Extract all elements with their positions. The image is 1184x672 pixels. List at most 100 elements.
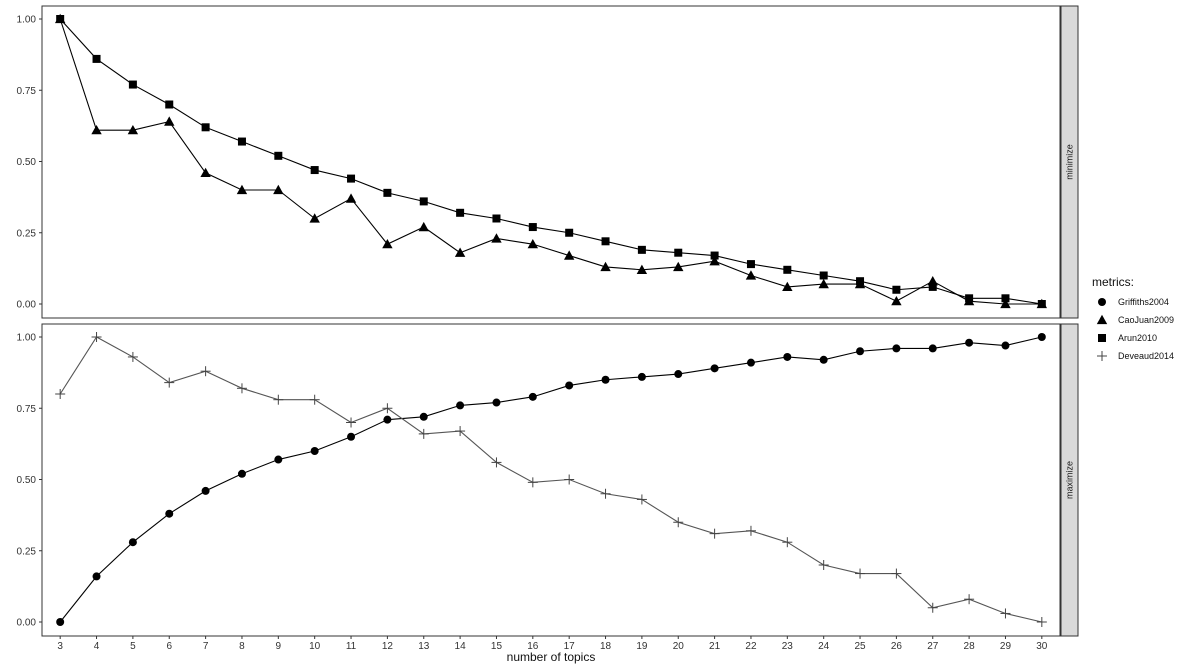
data-point-deveaud2014 bbox=[236, 383, 247, 394]
data-point-arun2010 bbox=[56, 15, 65, 23]
data-point-caojuan2009 bbox=[891, 295, 902, 306]
data-point-griffiths2004 bbox=[565, 381, 574, 390]
data-point-caojuan2009 bbox=[382, 238, 393, 249]
data-point-arun2010 bbox=[1001, 294, 1010, 303]
x-tick-label: 24 bbox=[818, 641, 830, 652]
data-point-caojuan2009 bbox=[527, 238, 539, 249]
data-point-caojuan2009 bbox=[127, 124, 139, 135]
data-point-arun2010 bbox=[710, 251, 719, 260]
data-point-caojuan2009 bbox=[818, 278, 829, 289]
data-point-griffiths2004 bbox=[237, 469, 246, 478]
data-point-caojuan2009 bbox=[745, 270, 757, 280]
data-point-griffiths2004 bbox=[419, 412, 428, 421]
x-tick-label: 7 bbox=[203, 641, 209, 652]
data-point-griffiths2004 bbox=[456, 401, 465, 410]
panel-background-minimize bbox=[42, 6, 1060, 318]
data-point-arun2010 bbox=[419, 197, 428, 206]
legend-title: metrics: bbox=[1092, 275, 1134, 289]
x-axis-title: number of topics bbox=[507, 650, 596, 664]
y-tick-label: 0.50 bbox=[17, 475, 37, 486]
data-point-deveaud2014 bbox=[1000, 608, 1011, 619]
x-tick-label: 23 bbox=[782, 641, 794, 652]
data-point-griffiths2004 bbox=[165, 509, 174, 518]
data-point-deveaud2014 bbox=[1097, 351, 1107, 361]
data-point-griffiths2004 bbox=[892, 344, 901, 353]
legend-label: Arun2010 bbox=[1118, 333, 1157, 343]
data-point-arun2010 bbox=[92, 54, 101, 63]
data-point-arun2010 bbox=[201, 123, 210, 132]
data-point-caojuan2009 bbox=[636, 264, 648, 274]
x-tick-label: 21 bbox=[709, 641, 721, 652]
facet-strip-label: minimize bbox=[1065, 144, 1075, 180]
data-point-arun2010 bbox=[783, 265, 792, 274]
data-point-deveaud2014 bbox=[855, 568, 866, 579]
data-point-caojuan2009 bbox=[273, 184, 284, 195]
data-point-arun2010 bbox=[565, 228, 574, 237]
data-point-arun2010 bbox=[383, 188, 392, 197]
data-point-deveaud2014 bbox=[964, 594, 975, 605]
data-point-deveaud2014 bbox=[636, 494, 647, 505]
legend-layer: metrics: Griffiths2004 CaoJuan2009 Arun2010… bbox=[1092, 275, 1174, 361]
data-point-griffiths2004 bbox=[819, 355, 828, 364]
data-point-griffiths2004 bbox=[746, 358, 755, 367]
data-point-arun2010 bbox=[310, 166, 319, 175]
data-point-arun2010 bbox=[965, 294, 974, 303]
data-point-deveaud2014 bbox=[600, 488, 611, 499]
data-point-griffiths2004 bbox=[1001, 341, 1010, 350]
data-point-arun2010 bbox=[492, 214, 501, 223]
x-tick-label: 16 bbox=[527, 641, 539, 652]
x-tick-label: 9 bbox=[276, 641, 282, 652]
data-point-caojuan2009 bbox=[491, 233, 502, 243]
data-point-arun2010 bbox=[1098, 334, 1106, 342]
data-point-caojuan2009 bbox=[454, 247, 466, 257]
x-tick-label: 17 bbox=[564, 641, 576, 652]
data-point-deveaud2014 bbox=[491, 457, 502, 468]
x-tick-label: 30 bbox=[1036, 641, 1048, 652]
facet-strip-maximize bbox=[1060, 323, 1079, 637]
data-point-caojuan2009 bbox=[1096, 314, 1108, 325]
y-tick-label: 0.00 bbox=[17, 618, 37, 629]
data-point-deveaud2014 bbox=[782, 537, 793, 548]
x-tick-label: 5 bbox=[130, 641, 136, 652]
legend-entry: Arun2010 bbox=[1098, 333, 1157, 343]
x-tick-label: 13 bbox=[418, 641, 430, 652]
data-point-griffiths2004 bbox=[492, 398, 501, 407]
data-point-deveaud2014 bbox=[745, 525, 756, 536]
x-tick-label: 25 bbox=[854, 641, 866, 652]
data-point-griffiths2004 bbox=[601, 375, 610, 384]
data-point-deveaud2014 bbox=[564, 474, 575, 485]
data-point-deveaud2014 bbox=[273, 394, 284, 405]
data-point-griffiths2004 bbox=[528, 392, 537, 401]
data-point-griffiths2004 bbox=[637, 372, 646, 381]
data-point-arun2010 bbox=[746, 260, 755, 269]
data-point-arun2010 bbox=[856, 277, 865, 286]
data-point-deveaud2014 bbox=[164, 377, 175, 388]
data-point-griffiths2004 bbox=[856, 347, 865, 356]
x-tick-label: 20 bbox=[673, 641, 685, 652]
data-point-caojuan2009 bbox=[200, 167, 211, 178]
data-point-griffiths2004 bbox=[201, 486, 210, 495]
x-tick-label: 28 bbox=[964, 641, 976, 652]
data-point-arun2010 bbox=[528, 223, 537, 232]
data-point-griffiths2004 bbox=[1098, 298, 1106, 306]
data-point-deveaud2014 bbox=[709, 528, 720, 539]
data-point-caojuan2009 bbox=[418, 221, 429, 232]
series-line-griffiths2004 bbox=[59, 336, 1042, 623]
data-point-deveaud2014 bbox=[891, 568, 902, 579]
data-point-griffiths2004 bbox=[965, 338, 974, 347]
y-tick-label: 1.00 bbox=[17, 15, 37, 26]
data-point-deveaud2014 bbox=[200, 366, 211, 377]
data-point-caojuan2009 bbox=[309, 213, 320, 223]
data-point-arun2010 bbox=[637, 245, 646, 254]
data-point-deveaud2014 bbox=[346, 417, 357, 428]
x-tick-label: 18 bbox=[600, 641, 612, 652]
data-point-arun2010 bbox=[1037, 300, 1046, 308]
data-point-caojuan2009 bbox=[673, 261, 684, 272]
y-tick-label: 1.00 bbox=[17, 333, 37, 344]
data-point-griffiths2004 bbox=[674, 370, 683, 379]
data-point-caojuan2009 bbox=[345, 193, 357, 203]
data-point-griffiths2004 bbox=[1037, 333, 1046, 341]
data-point-arun2010 bbox=[928, 282, 937, 291]
data-point-deveaud2014 bbox=[55, 389, 66, 399]
